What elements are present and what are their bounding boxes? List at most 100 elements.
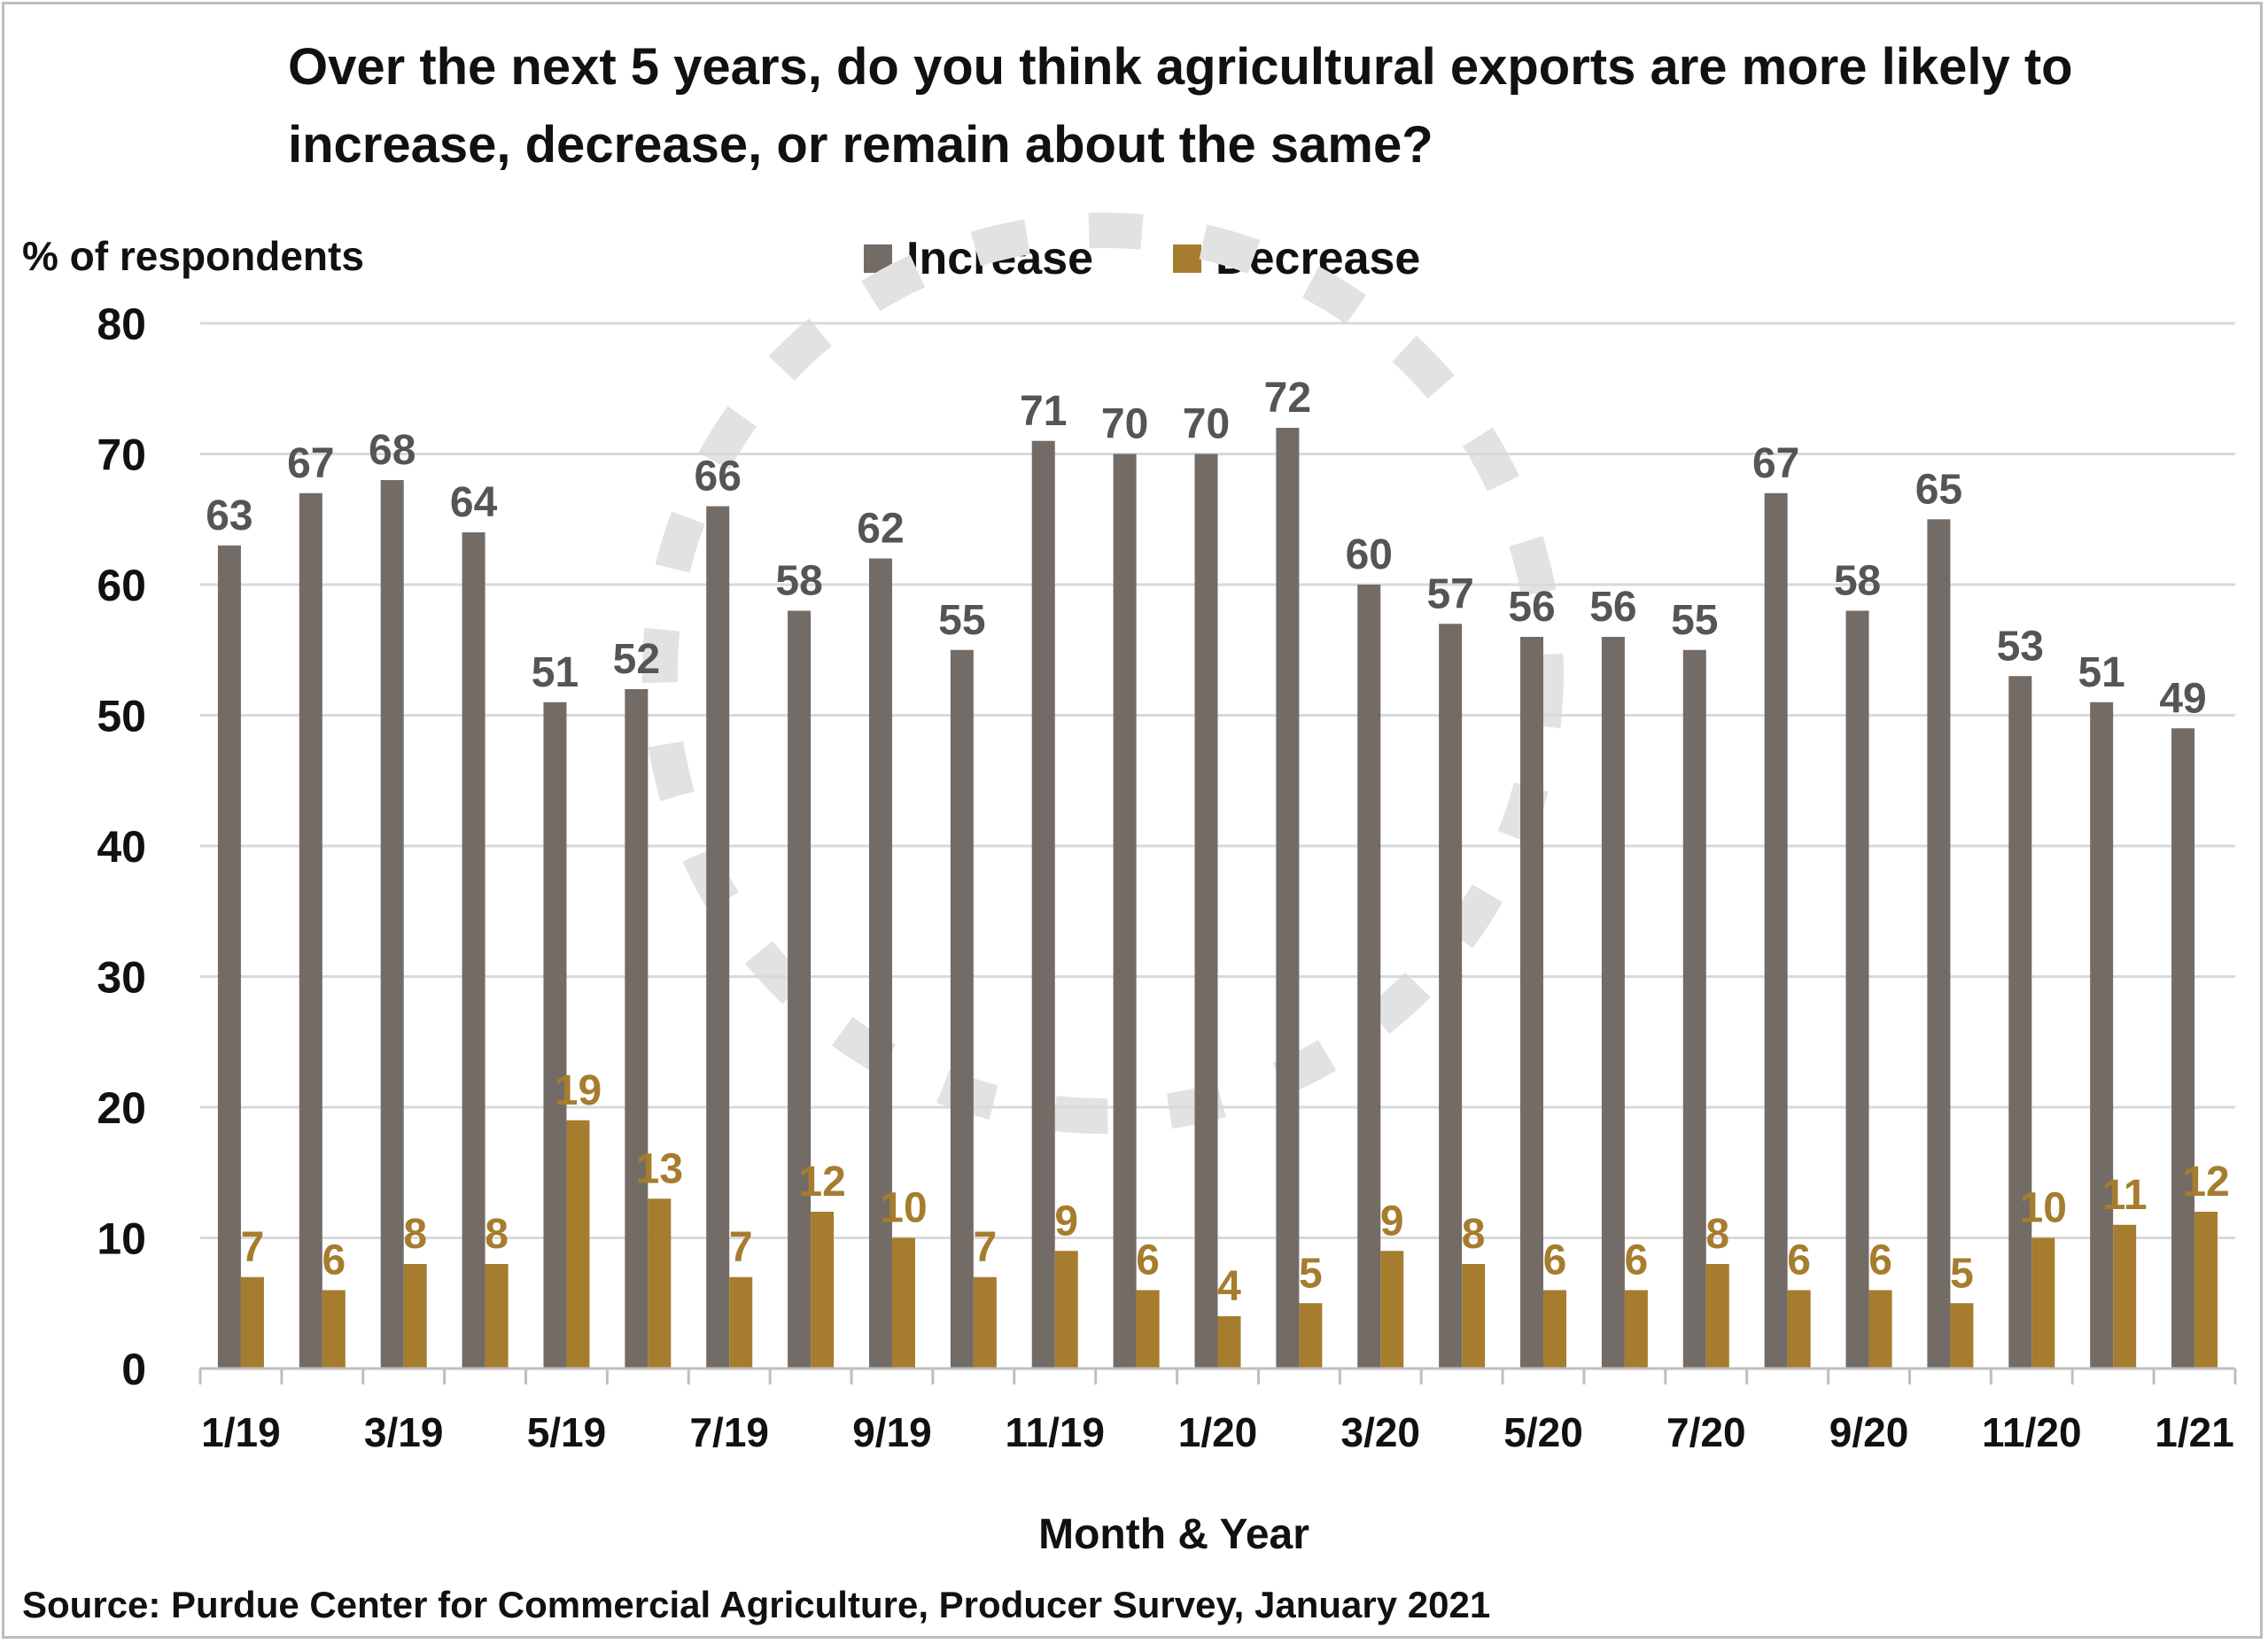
source-note: Source: Purdue Center for Commercial Agr…	[22, 1584, 1491, 1625]
bar-increase	[950, 649, 974, 1369]
x-tick-label: 11/20	[1982, 1409, 2082, 1455]
bar-decrease	[2113, 1224, 2137, 1369]
y-tick-label: 80	[97, 299, 146, 349]
bar-decrease	[1462, 1264, 1486, 1369]
data-label-increase: 56	[1508, 584, 1555, 631]
data-label-increase: 58	[775, 558, 822, 605]
bar-increase	[1194, 454, 1218, 1369]
bar-increase	[2171, 728, 2195, 1369]
x-axis-label: Month & Year	[1038, 1511, 1309, 1558]
bar-increase	[1357, 585, 1381, 1369]
bar-increase	[299, 492, 322, 1369]
chart-title: Over the next 5 years, do you think agri…	[288, 38, 2073, 174]
bar-decrease	[811, 1212, 835, 1369]
bar-increase	[1520, 637, 1544, 1369]
data-label-increase: 52	[613, 636, 660, 683]
data-label-decrease: 11	[2102, 1172, 2148, 1219]
bar-increase	[788, 610, 812, 1369]
data-label-increase: 71	[1020, 388, 1067, 435]
y-tick-label: 0	[121, 1345, 146, 1394]
data-label-increase: 65	[1915, 466, 1962, 513]
bar-decrease	[1380, 1251, 1404, 1369]
data-label-decrease: 6	[1136, 1237, 1160, 1284]
x-tick-label: 3/19	[364, 1409, 444, 1455]
x-tick-label: 5/19	[527, 1409, 607, 1455]
data-label-increase: 72	[1264, 375, 1311, 422]
y-axis-label: % of respondents	[22, 233, 364, 279]
data-label-increase: 70	[1101, 401, 1148, 448]
data-label-decrease: 13	[636, 1145, 683, 1192]
data-label-increase: 57	[1426, 570, 1473, 617]
bar-decrease	[1950, 1303, 1974, 1369]
data-label-decrease: 6	[1543, 1237, 1567, 1284]
y-tick-label: 40	[97, 822, 146, 872]
bar-increase	[2090, 702, 2114, 1369]
bar-increase	[1276, 428, 1300, 1369]
y-tick-label: 50	[97, 692, 146, 741]
bar-decrease	[891, 1237, 915, 1369]
data-label-increase: 53	[1997, 623, 2044, 670]
bar-increase	[1927, 519, 1951, 1369]
data-label-increase: 64	[450, 479, 498, 526]
bar-increase	[543, 702, 567, 1369]
x-tick-label: 1/21	[2155, 1409, 2234, 1455]
data-label-increase: 51	[2078, 649, 2124, 696]
x-tick-label: 11/19	[1005, 1409, 1105, 1455]
x-tick-label: 1/19	[201, 1409, 281, 1455]
bar-decrease	[973, 1276, 997, 1369]
data-label-decrease: 6	[1787, 1237, 1811, 1284]
data-label-decrease: 8	[403, 1211, 427, 1258]
bar-decrease	[1136, 1290, 1160, 1369]
watermark-dial-icon	[642, 213, 1564, 1134]
x-tick-label: 3/20	[1340, 1409, 1420, 1455]
data-label-decrease: 19	[555, 1067, 602, 1114]
bar-decrease	[1054, 1251, 1078, 1369]
data-label-decrease: 5	[1950, 1250, 1974, 1297]
bar-decrease	[1787, 1290, 1811, 1369]
data-label-decrease: 10	[880, 1185, 927, 1232]
bar-increase	[868, 558, 892, 1369]
y-tick-label: 30	[97, 953, 146, 1003]
bar-increase	[706, 506, 730, 1369]
data-label-decrease: 4	[1217, 1263, 1241, 1310]
bar-decrease	[2194, 1212, 2218, 1369]
data-label-increase: 55	[938, 597, 985, 644]
y-tick-label: 60	[97, 561, 146, 610]
bar-decrease	[403, 1264, 427, 1369]
y-tick-label: 10	[97, 1214, 146, 1264]
data-label-increase: 66	[695, 454, 742, 500]
data-label-decrease: 6	[1625, 1237, 1649, 1284]
data-label-increase: 67	[1752, 440, 1799, 487]
bar-decrease	[1543, 1290, 1567, 1369]
bar-decrease	[1868, 1290, 1892, 1369]
data-label-increase: 49	[2159, 675, 2206, 722]
x-tick-label: 9/20	[1829, 1409, 1909, 1455]
bar-decrease	[1299, 1303, 1323, 1369]
bar-decrease	[1624, 1290, 1648, 1369]
bar-increase	[1764, 492, 1788, 1369]
bar-increase	[217, 545, 241, 1369]
x-tick-label: 9/19	[852, 1409, 932, 1455]
data-label-increase: 67	[287, 440, 334, 487]
data-label-increase: 55	[1671, 597, 1718, 644]
bar-increase	[380, 480, 404, 1369]
data-label-decrease: 9	[1380, 1198, 1404, 1245]
data-label-decrease: 8	[485, 1211, 509, 1258]
data-label-decrease: 6	[1868, 1237, 1892, 1284]
data-label-decrease: 7	[974, 1224, 998, 1271]
bar-decrease	[322, 1290, 346, 1369]
x-tick-label: 1/20	[1178, 1409, 1258, 1455]
data-label-decrease: 5	[1299, 1250, 1323, 1297]
bar-decrease	[485, 1264, 509, 1369]
legend-swatch-decrease	[1173, 244, 1202, 273]
bar-decrease	[566, 1120, 590, 1369]
bar-decrease	[2031, 1237, 2055, 1369]
data-label-decrease: 12	[2182, 1159, 2229, 1206]
data-label-decrease: 9	[1054, 1198, 1078, 1245]
bar-increase	[2008, 676, 2032, 1369]
y-tick-label: 70	[97, 430, 146, 480]
x-tick-label: 5/20	[1503, 1409, 1583, 1455]
data-label-increase: 62	[857, 506, 904, 553]
